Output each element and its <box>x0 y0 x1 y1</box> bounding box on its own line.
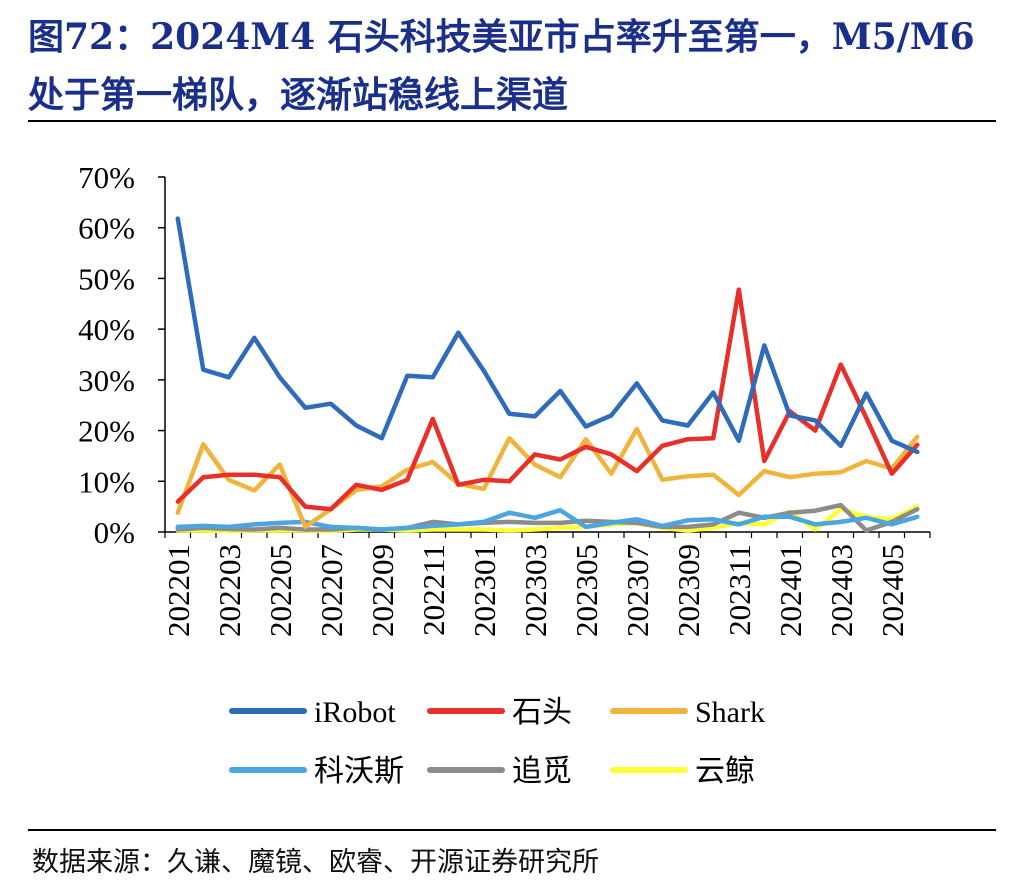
x-tick-label: 202309 <box>671 544 706 637</box>
x-tick-label: 202203 <box>212 544 247 637</box>
legend-label: 石头 <box>512 696 572 729</box>
y-tick-label: 50% <box>78 261 135 296</box>
x-tick-label: 202201 <box>161 544 196 637</box>
x-tick-label: 202307 <box>620 544 655 637</box>
x-tick-label: 202209 <box>365 544 400 637</box>
title-divider <box>28 120 996 122</box>
x-tick-label: 202205 <box>263 544 298 637</box>
x-tick-label: 202401 <box>773 544 808 637</box>
chart-legend: iRobot 石头 Shark 科沃斯 追觅 云鲸 <box>229 696 765 788</box>
y-tick-label: 20% <box>78 414 135 449</box>
x-tick-label: 202403 <box>824 544 859 637</box>
series-line-0 <box>175 216 920 455</box>
y-tick-label: 30% <box>78 363 135 398</box>
chart-axes: 0% 10% 20% 30% 40% 50% 60% 70% 202201 202203 20220… <box>78 160 931 637</box>
x-tick-label: 202311 <box>722 544 757 636</box>
x-tick-label: 202301 <box>467 544 502 637</box>
chart-title: 图72：2024M4 石头科技美亚市占率升至第一，M5/M6处于第一梯队，逐渐站… <box>28 16 975 116</box>
y-tick-label: 70% <box>78 160 135 195</box>
series-line-2 <box>175 426 920 530</box>
y-tick-label: 0% <box>94 515 135 550</box>
legend-label: 追觅 <box>512 755 572 788</box>
legend-label: 云鲸 <box>695 755 755 788</box>
data-source: 数据来源：久谦、魔镜、欧睿、开源证券研究所 <box>32 847 599 878</box>
x-tick-label: 202211 <box>416 544 451 636</box>
x-tick-label: 202305 <box>569 544 604 637</box>
legend-label: iRobot <box>314 696 396 729</box>
legend-label: Shark <box>695 696 765 729</box>
x-tick-label: 202207 <box>314 544 349 637</box>
x-tick-label: 202303 <box>518 544 553 637</box>
y-tick-label: 60% <box>78 211 135 246</box>
y-tick-label: 10% <box>78 464 135 499</box>
y-tick-label: 40% <box>78 312 135 347</box>
series-line-4 <box>175 502 920 533</box>
source-divider <box>28 829 996 831</box>
legend-label: 科沃斯 <box>314 755 404 788</box>
chart-series <box>175 216 920 534</box>
x-tick-label: 202405 <box>875 544 910 637</box>
